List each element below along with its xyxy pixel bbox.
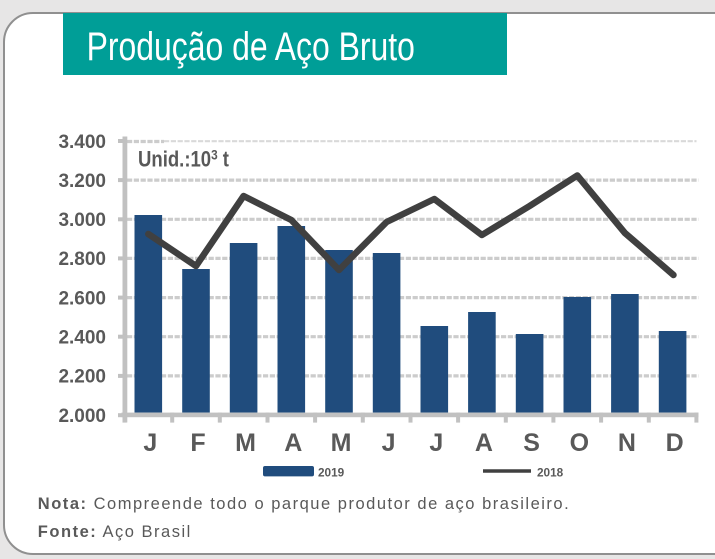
svg-text:2.600: 2.600 (58, 288, 106, 309)
svg-text:2.200: 2.200 (58, 367, 106, 388)
svg-text:2018: 2018 (537, 466, 564, 480)
svg-text:J: J (143, 429, 157, 457)
svg-text:N: N (618, 429, 636, 457)
svg-text:3.200: 3.200 (58, 171, 106, 192)
svg-text:2019: 2019 (318, 466, 345, 480)
svg-text:A: A (284, 429, 302, 457)
svg-text:J: J (382, 429, 396, 457)
svg-text:2.800: 2.800 (58, 249, 106, 270)
svg-text:J: J (429, 429, 443, 457)
svg-text:S: S (523, 429, 540, 457)
svg-text:O: O (570, 429, 589, 457)
svg-text:2.400: 2.400 (58, 328, 106, 349)
svg-text:F: F (190, 429, 205, 457)
svg-text:Unid.:103 t: Unid.:103 t (138, 147, 230, 172)
svg-text:2.000: 2.000 (58, 406, 106, 427)
svg-text:3.000: 3.000 (58, 210, 106, 231)
svg-text:3.400: 3.400 (58, 132, 106, 153)
svg-text:A: A (475, 429, 493, 457)
svg-text:D: D (666, 429, 684, 457)
svg-text:M: M (235, 429, 256, 457)
svg-text:M: M (331, 429, 352, 457)
